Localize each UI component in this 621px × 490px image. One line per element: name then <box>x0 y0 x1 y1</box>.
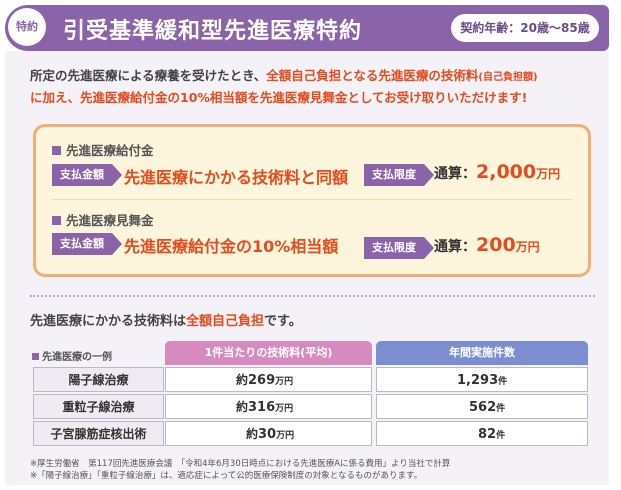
summary-prefix: 先進医療にかかる技術料は <box>30 314 187 329</box>
fee-value: 316 <box>248 400 276 415</box>
count-value: 1,293 <box>457 373 499 388</box>
pay-tag-1: 支払金額 <box>52 164 122 186</box>
limit-2-prefix: 通算： <box>434 239 476 255</box>
footnotes: ※厚生労働省 第117回先進医療会議 「令和4年6月30日時点における先進医療A… <box>30 458 450 482</box>
summary-text: 先進医療にかかる技術料は全額自己負担です。 <box>30 310 302 329</box>
benefit-name-2-text: 先進医療見舞金 <box>66 213 154 228</box>
footnote-1: ※厚生労働省 第117回先進医療会議 「令和4年6月30日時点における先進医療A… <box>30 459 451 469</box>
table-cell-count: 562件 <box>376 394 588 419</box>
table-header-count: 年間実施件数 <box>376 341 588 365</box>
count-unit: 件 <box>496 431 506 441</box>
fee-unit: 万円 <box>275 404 294 414</box>
intro-line2: に加え、先進医療給付金の10%相当額を先進医療見舞金としてお受け取りいただけます… <box>30 90 528 105</box>
benefit-name-1: 先進医療給付金 <box>52 140 154 159</box>
table-header-fee: 1件当たりの技術料(平均) <box>165 341 372 365</box>
pay-tag-2: 支払金額 <box>52 233 122 255</box>
table-title-text: 先進医療の一例 <box>42 352 112 363</box>
footnote-2: ※「陽子線治療」「重粒子線治療」は、適応症によって公的医療保険制度の対象となるも… <box>30 471 423 481</box>
bullet-square-icon <box>32 353 39 360</box>
benefit-name-1-text: 先進医療給付金 <box>66 143 154 158</box>
fee-value: 30 <box>258 427 277 442</box>
rider-badge: 特約 <box>8 8 46 46</box>
limit-1-value: 2,000 <box>476 161 537 183</box>
summary-suffix: です。 <box>264 314 302 329</box>
intro-line1-prefix: 所定の先進医療による療養を受けたとき、 <box>30 68 267 83</box>
table-cell-count: 1,293件 <box>376 367 588 392</box>
count-value: 562 <box>469 400 497 415</box>
table-row-label: 陽子線治療 <box>33 367 164 392</box>
pay-text-2: 先進医療給付金の10%相当額 <box>124 237 339 256</box>
table-cell-count: 82件 <box>376 421 588 446</box>
intro-line1-highlight: 全額自己負担となる先進医療の技術料 <box>266 68 479 83</box>
age-range-badge: 契約年齢：20歳〜85歳 <box>451 14 599 42</box>
benefit-box: 先進医療給付金 支払金額 先進医療にかかる技術料と同額 支払限度 通算：2,00… <box>33 124 591 277</box>
limit-1-unit: 万円 <box>536 167 561 181</box>
limit-tag-1: 支払限度 <box>364 164 434 186</box>
table-cell-fee: 約269万円 <box>165 367 372 392</box>
limit-1-prefix: 通算： <box>434 166 476 182</box>
fee-unit: 万円 <box>275 377 294 387</box>
dotted-divider <box>30 295 595 297</box>
table-title: 先進医療の一例 <box>32 348 112 363</box>
table-row-label: 子宮腺筋症核出術 <box>33 421 164 446</box>
limit-2-value: 200 <box>476 234 516 256</box>
table-cell-fee: 約316万円 <box>165 394 372 419</box>
fee-value: 269 <box>248 373 276 388</box>
count-unit: 件 <box>498 377 508 387</box>
limit-tag-2: 支払限度 <box>364 237 434 259</box>
bullet-square-icon <box>52 216 61 225</box>
intro-line1-small: (自己負担額) <box>478 72 538 83</box>
fee-prefix: 約 <box>236 373 249 387</box>
fee-prefix: 約 <box>236 400 249 414</box>
limit-1: 通算：2,000万円 <box>434 161 560 183</box>
table-row-label: 重粒子線治療 <box>33 394 164 419</box>
header-bar: 特約 引受基準緩和型先進医療特約 契約年齢：20歳〜85歳 <box>5 5 609 51</box>
count-value: 82 <box>478 427 497 442</box>
limit-2-unit: 万円 <box>515 240 540 254</box>
benefit-name-2: 先進医療見舞金 <box>52 210 154 229</box>
summary-highlight: 全額自己負担 <box>186 314 265 329</box>
fee-prefix: 約 <box>246 427 259 441</box>
benefit-separator <box>52 199 572 200</box>
intro-text: 所定の先進医療による療養を受けたとき、全額自己負担となる先進医療の技術料(自己負… <box>30 66 600 108</box>
limit-2: 通算：200万円 <box>434 234 540 256</box>
fee-unit: 万円 <box>276 431 295 441</box>
table-cell-fee: 約30万円 <box>165 421 372 446</box>
bullet-square-icon <box>52 146 61 155</box>
pay-text-1: 先進医療にかかる技術料と同額 <box>124 168 349 187</box>
count-unit: 件 <box>496 404 506 414</box>
page-title: 引受基準緩和型先進医療特約 <box>63 19 363 44</box>
